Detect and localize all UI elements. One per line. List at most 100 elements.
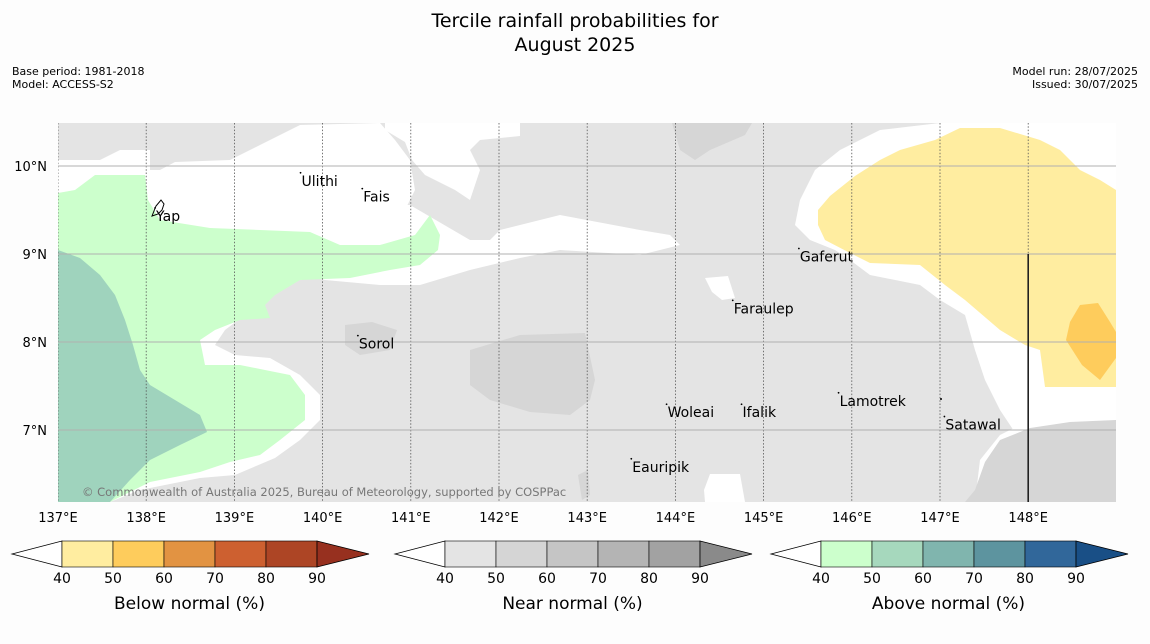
colorbar-segment — [163, 540, 216, 568]
place-label: Ifalik — [743, 405, 777, 421]
map-title: Tercile rainfall probabilities for Augus… — [0, 9, 1150, 57]
meta-left: Base period: 1981-2018 Model: ACCESS-S2 — [12, 65, 144, 91]
colorbar-svg: 40 50 60 70 80 90 Near normal (%) — [393, 540, 753, 614]
place-label: Faraulep — [734, 301, 794, 317]
colorbar-tick: 80 — [1016, 571, 1034, 587]
colorbar-tick: 70 — [965, 571, 983, 587]
colorbar-tick: 80 — [640, 571, 658, 587]
colorbar-tick: 90 — [691, 571, 709, 587]
place-label: Sorol — [359, 337, 394, 353]
longitude-label: 137°E — [38, 511, 78, 526]
colorbar-tick: 60 — [914, 571, 932, 587]
colorbar-svg: 40 50 60 70 80 90 Above normal (%) — [769, 540, 1129, 614]
colorbar-segment — [871, 540, 924, 568]
place-label: Ulithi — [302, 174, 338, 190]
place-marker — [731, 299, 734, 302]
colorbar-segment — [922, 540, 975, 568]
gap-patch-south — [704, 474, 745, 502]
below-normal-50 — [1066, 303, 1116, 380]
near-50-north — [672, 123, 752, 160]
issued-date: Issued: 30/07/2025 — [1031, 78, 1138, 91]
colorbar-segment — [597, 540, 650, 568]
title-line-1: Tercile rainfall probabilities for — [431, 10, 719, 32]
above-normal-50 — [58, 250, 207, 502]
colorbar-tick: 90 — [308, 571, 326, 587]
below-normal-40 — [818, 128, 1116, 387]
colorbar-title: Near normal (%) — [502, 594, 642, 614]
latitude-label: 7°N — [23, 424, 48, 439]
colorbar-above: 40 50 60 70 80 90 Above normal (%) — [769, 540, 1129, 624]
model-name: Model: ACCESS-S2 — [12, 78, 114, 91]
colorbar-tick: 50 — [863, 571, 881, 587]
colorbar-segment — [1024, 540, 1077, 568]
colorbar-segment — [973, 540, 1026, 568]
latitude-label: 10°N — [14, 160, 47, 175]
colorbar-segment — [444, 540, 497, 568]
longitude-label: 140°E — [303, 511, 343, 526]
latitude-label: 9°N — [23, 248, 48, 263]
colorbar-tick: 50 — [104, 571, 122, 587]
colorbar-tick: 70 — [206, 571, 224, 587]
colorbar-segment — [265, 540, 318, 568]
longitude-label: 142°E — [479, 511, 519, 526]
colorbar-min-arrow — [393, 540, 446, 568]
longitude-label: 138°E — [126, 511, 166, 526]
near-50-southeast — [965, 420, 1116, 502]
longitude-label: 147°E — [920, 511, 960, 526]
yap-island-shape — [151, 199, 165, 217]
colorbar-tick: 50 — [487, 571, 505, 587]
model-run: Model run: 28/07/2025 — [1012, 65, 1138, 78]
place-marker — [665, 403, 668, 406]
colorbar-segment — [495, 540, 548, 568]
colorbar-segment — [820, 540, 873, 568]
longitude-label: 144°E — [656, 511, 696, 526]
islet-marker — [940, 398, 942, 400]
place-marker — [837, 391, 840, 394]
colorbar-tick: 90 — [1067, 571, 1085, 587]
longitude-label: 143°E — [567, 511, 607, 526]
place-marker — [943, 415, 946, 418]
gap-band-north — [385, 123, 520, 200]
colorbar-tick: 70 — [589, 571, 607, 587]
colorbar-tick: 60 — [155, 571, 173, 587]
colorbar-tick: 40 — [812, 571, 830, 587]
colorbar-below: 40 50 60 70 80 90 Below normal (%) — [10, 540, 370, 624]
colorbar-segment — [112, 540, 165, 568]
colorbar-segment — [214, 540, 267, 568]
colorbar-svg: 40 50 60 70 80 90 Below normal (%) — [10, 540, 370, 614]
title-line-2: August 2025 — [514, 34, 636, 56]
colorbar-tick: 80 — [257, 571, 275, 587]
colorbar-tick: 40 — [53, 571, 71, 587]
colorbar-min-arrow — [10, 540, 63, 568]
colorbar-max-arrow — [316, 540, 370, 568]
colorbar-title: Above normal (%) — [872, 594, 1025, 614]
map-area: Ulithi Fais Yap Gaferut Faraulep Sorol Woleai I… — [58, 123, 1116, 502]
longitude-label: 148°E — [1008, 511, 1048, 526]
meta-right: Model run: 28/07/2025 Issued: 30/07/2025 — [1012, 65, 1138, 91]
place-label: Satawal — [945, 418, 1000, 434]
longitude-label: 145°E — [744, 511, 784, 526]
place-label: Fais — [363, 190, 390, 206]
near-50-sorol — [345, 322, 397, 355]
colorbar-max-arrow — [699, 540, 753, 568]
longitude-label: 146°E — [832, 511, 872, 526]
colorbar-near: 40 50 60 70 80 90 Near normal (%) — [393, 540, 753, 624]
place-marker — [797, 247, 800, 250]
longitude-label: 139°E — [215, 511, 255, 526]
colorbar-segment — [648, 540, 701, 568]
base-period: Base period: 1981-2018 — [12, 65, 145, 78]
colorbar-tick: 40 — [436, 571, 454, 587]
longitude-label: 141°E — [391, 511, 431, 526]
colorbar-title: Below normal (%) — [114, 594, 265, 614]
place-label: Yap — [155, 209, 180, 225]
colorbar-segment — [61, 540, 114, 568]
place-marker — [299, 171, 302, 174]
place-marker — [356, 334, 359, 337]
colorbar-tick: 60 — [538, 571, 556, 587]
place-marker — [630, 457, 633, 460]
place-label: Woleai — [668, 405, 715, 421]
place-marker — [154, 207, 156, 209]
colorbar-segment — [546, 540, 599, 568]
colorbar-max-arrow — [1075, 540, 1129, 568]
